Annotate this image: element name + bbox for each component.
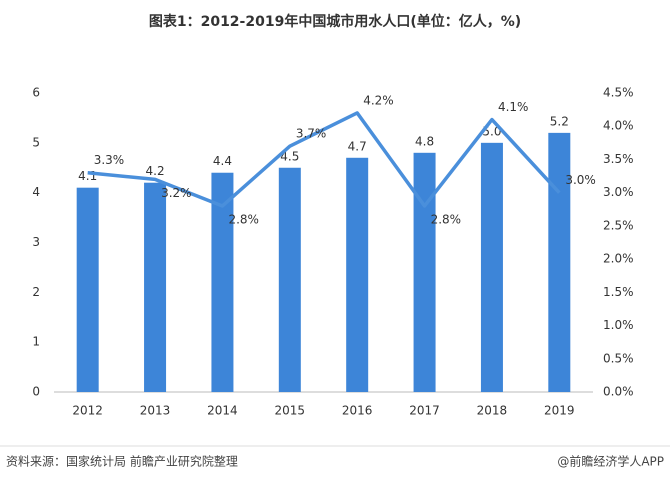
bar <box>278 167 301 392</box>
data-label: 3.0% <box>565 173 596 187</box>
bar <box>211 172 234 392</box>
bar <box>346 157 369 392</box>
x-tick-label: 2016 <box>342 404 373 418</box>
bar <box>413 152 436 392</box>
x-tick-label: 2017 <box>409 404 440 418</box>
y2-tick-label: 0.5% <box>603 351 634 365</box>
data-label: 4.5 <box>280 149 299 163</box>
y-tick-label: 0 <box>32 385 40 399</box>
bar <box>144 182 167 392</box>
y2-tick-label: 4.0% <box>603 119 634 133</box>
x-tick-label: 2014 <box>207 404 238 418</box>
line <box>87 111 561 208</box>
y-tick-label: 3 <box>32 235 40 249</box>
chart-title: 图表1：2012-2019年中国城市用水人口(单位：亿人，%) <box>149 13 521 30</box>
y2-tick-label: 3.0% <box>603 185 634 199</box>
data-label: 4.4 <box>213 154 232 168</box>
data-label: 4.1 <box>78 169 97 183</box>
data-label: 4.2% <box>363 93 394 107</box>
y2-tick-label: 2.5% <box>603 218 634 232</box>
x-tick-label: 2012 <box>72 404 103 418</box>
y2-tick-label: 3.5% <box>603 152 634 166</box>
source: 资料来源：国家统计局 前瞻产业研究院整理 <box>6 454 238 469</box>
bar <box>548 132 571 392</box>
data-label: 3.2% <box>161 186 192 200</box>
y2-tick-label: 1.5% <box>603 285 634 299</box>
x-tick-label: 2019 <box>544 404 575 418</box>
y2-tick-label: 0.0% <box>603 385 634 399</box>
y-tick-label: 6 <box>32 86 40 100</box>
y-tick-label: 2 <box>32 285 40 299</box>
x-tick-label: 2015 <box>275 404 306 418</box>
y-tick-label: 1 <box>32 335 40 349</box>
credit: @前瞻经济学人APP <box>557 454 664 469</box>
y2-tick-label: 1.0% <box>603 318 634 332</box>
data-label: 5.2 <box>550 114 569 128</box>
bar <box>480 142 503 392</box>
data-label: 3.7% <box>296 127 327 141</box>
y-tick-label: 4 <box>32 185 40 199</box>
data-label: 4.8 <box>415 134 434 148</box>
x-tick-label: 2013 <box>140 404 171 418</box>
data-label: 2.8% <box>431 212 462 226</box>
data-label: 2.8% <box>228 212 259 226</box>
x-tick-label: 2018 <box>477 404 508 418</box>
y2-tick-label: 4.5% <box>603 86 634 100</box>
y-tick-label: 5 <box>32 135 40 149</box>
y2-tick-label: 2.0% <box>603 252 634 266</box>
data-label: 3.3% <box>94 153 125 167</box>
data-label: 4.7 <box>348 139 367 153</box>
data-label: 4.1% <box>498 100 529 114</box>
data-label: 4.2 <box>146 164 165 178</box>
bar <box>76 187 99 392</box>
